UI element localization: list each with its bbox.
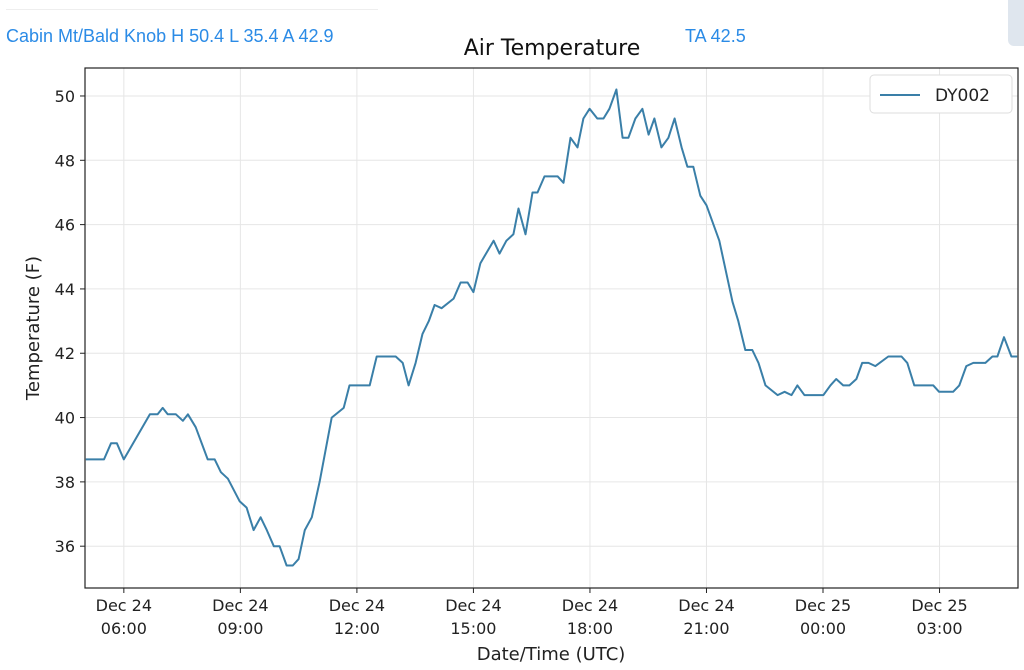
- y-tick-label: 40: [55, 409, 75, 428]
- chart-title: Air Temperature: [463, 36, 641, 61]
- divider: [6, 9, 378, 10]
- x-tick-date: Dec 25: [795, 596, 851, 615]
- x-tick-time: 06:00: [101, 619, 147, 638]
- grid: [85, 68, 1018, 588]
- x-tick-time: 09:00: [217, 619, 263, 638]
- x-tick-time: 12:00: [334, 619, 380, 638]
- y-tick-label: 42: [55, 344, 75, 363]
- y-tick-label: 36: [55, 537, 75, 556]
- x-tick-date: Dec 24: [562, 596, 618, 615]
- plot-frame: [84, 67, 1019, 589]
- x-tick-time: 03:00: [916, 619, 962, 638]
- x-tick-date: Dec 24: [445, 596, 501, 615]
- x-tick-date: Dec 25: [911, 596, 967, 615]
- legend-box: [869, 74, 1013, 114]
- x-tick-date: Dec 24: [329, 596, 385, 615]
- ticks: 36 38 40 42 44 46 48 50 Dec 24 06:00 Dec 24 09:00 De…: [55, 87, 968, 638]
- x-tick-time: 00:00: [800, 619, 846, 638]
- series-line-dy002: [85, 88, 1018, 567]
- x-tick-date: Dec 24: [212, 596, 268, 615]
- y-axis-label: Temperature (F): [23, 256, 44, 401]
- scroll-handle[interactable]: [1008, 0, 1024, 46]
- station-summary: Cabin Mt/Bald Knob H 50.4 L 35.4 A 42.9: [6, 26, 334, 46]
- x-axis-label: Date/Time (UTC): [477, 644, 626, 665]
- y-tick-label: 38: [55, 473, 75, 492]
- y-tick-label: 46: [55, 216, 75, 235]
- x-tick-date: Dec 24: [678, 596, 734, 615]
- y-tick-label: 48: [55, 151, 75, 170]
- x-tick-time: 21:00: [683, 619, 729, 638]
- y-tick-label: 44: [55, 280, 75, 299]
- x-tick-date: Dec 24: [96, 596, 152, 615]
- y-tick-label: 50: [55, 87, 75, 106]
- x-tick-time: 15:00: [450, 619, 496, 638]
- legend: DY002: [869, 74, 1013, 114]
- ta-value: TA 42.5: [685, 26, 746, 46]
- x-tick-time: 18:00: [567, 619, 613, 638]
- legend-label: DY002: [935, 86, 990, 106]
